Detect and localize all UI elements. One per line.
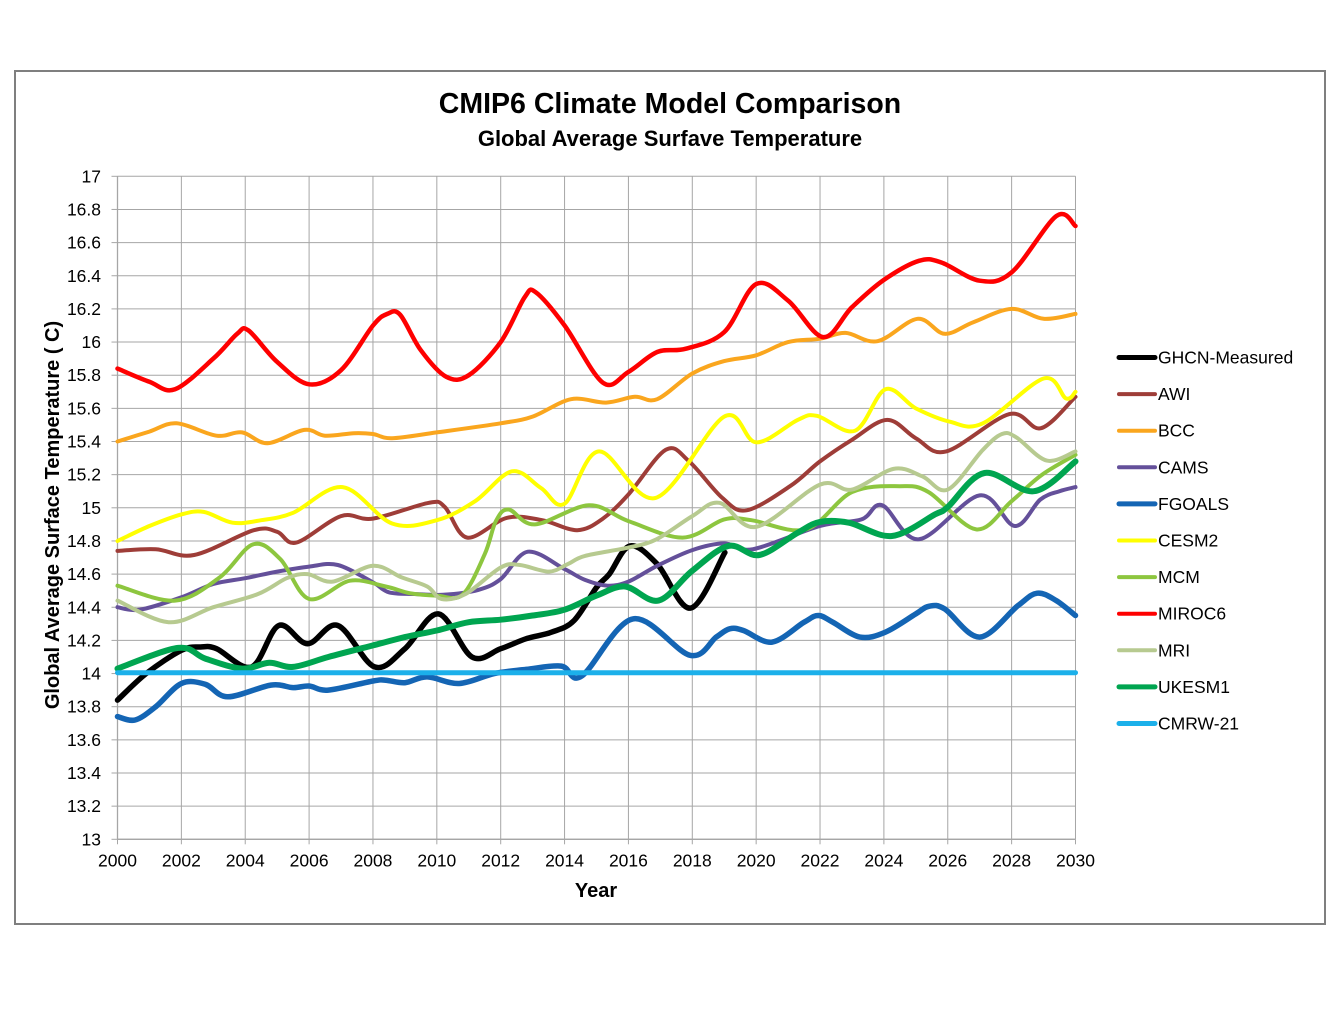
- svg-text:MCM: MCM: [1158, 567, 1200, 587]
- svg-text:13: 13: [82, 829, 101, 849]
- svg-text:2030: 2030: [1056, 850, 1095, 870]
- svg-text:FGOALS: FGOALS: [1158, 494, 1229, 514]
- svg-text:2004: 2004: [226, 850, 265, 870]
- svg-text:BCC: BCC: [1158, 421, 1195, 441]
- svg-text:2008: 2008: [353, 850, 392, 870]
- svg-text:CMIP6 Climate Model Comparison: CMIP6 Climate Model Comparison: [439, 88, 901, 120]
- svg-text:2012: 2012: [481, 850, 520, 870]
- svg-text:2022: 2022: [801, 850, 840, 870]
- svg-text:15.8: 15.8: [67, 365, 101, 385]
- svg-text:14: 14: [82, 664, 102, 684]
- svg-text:GHCN-Measured: GHCN-Measured: [1158, 348, 1293, 368]
- svg-text:14.2: 14.2: [67, 630, 101, 650]
- svg-text:15.2: 15.2: [67, 465, 101, 485]
- svg-text:15.4: 15.4: [67, 432, 101, 452]
- svg-text:15: 15: [82, 498, 101, 518]
- svg-text:CMRW-21: CMRW-21: [1158, 714, 1239, 734]
- svg-text:CESM2: CESM2: [1158, 531, 1218, 551]
- svg-text:2000: 2000: [98, 850, 137, 870]
- svg-text:16.8: 16.8: [67, 199, 101, 219]
- svg-text:2018: 2018: [673, 850, 712, 870]
- svg-text:Global Average Surfave Tempera: Global Average Surfave Temperature: [478, 126, 862, 151]
- svg-text:13.8: 13.8: [67, 697, 101, 717]
- svg-text:Year: Year: [575, 880, 617, 902]
- svg-text:2026: 2026: [928, 850, 967, 870]
- svg-text:2028: 2028: [992, 850, 1031, 870]
- svg-text:2006: 2006: [290, 850, 329, 870]
- svg-text:MIROC6: MIROC6: [1158, 604, 1226, 624]
- svg-text:13.6: 13.6: [67, 730, 101, 750]
- svg-text:MRI: MRI: [1158, 640, 1190, 660]
- svg-text:17: 17: [82, 166, 101, 186]
- svg-text:2024: 2024: [864, 850, 903, 870]
- svg-text:2010: 2010: [417, 850, 456, 870]
- svg-text:14.8: 14.8: [67, 531, 101, 551]
- svg-text:2016: 2016: [609, 850, 648, 870]
- svg-text:CAMS: CAMS: [1158, 457, 1209, 477]
- svg-text:AWI: AWI: [1158, 384, 1190, 404]
- svg-text:14.4: 14.4: [67, 597, 101, 617]
- svg-text:16.4: 16.4: [67, 266, 101, 286]
- svg-text:14.6: 14.6: [67, 564, 101, 584]
- svg-text:UKESM1: UKESM1: [1158, 677, 1230, 697]
- svg-text:Global Average Surface Tempera: Global Average Surface Temperature ( C): [42, 321, 64, 709]
- svg-text:16.6: 16.6: [67, 233, 101, 253]
- svg-text:13.4: 13.4: [67, 763, 101, 783]
- svg-text:2014: 2014: [545, 850, 584, 870]
- svg-text:16.2: 16.2: [67, 299, 101, 319]
- svg-text:2002: 2002: [162, 850, 201, 870]
- svg-text:13.2: 13.2: [67, 796, 101, 816]
- svg-text:15.6: 15.6: [67, 398, 101, 418]
- svg-text:2020: 2020: [737, 850, 776, 870]
- svg-text:16: 16: [82, 332, 101, 352]
